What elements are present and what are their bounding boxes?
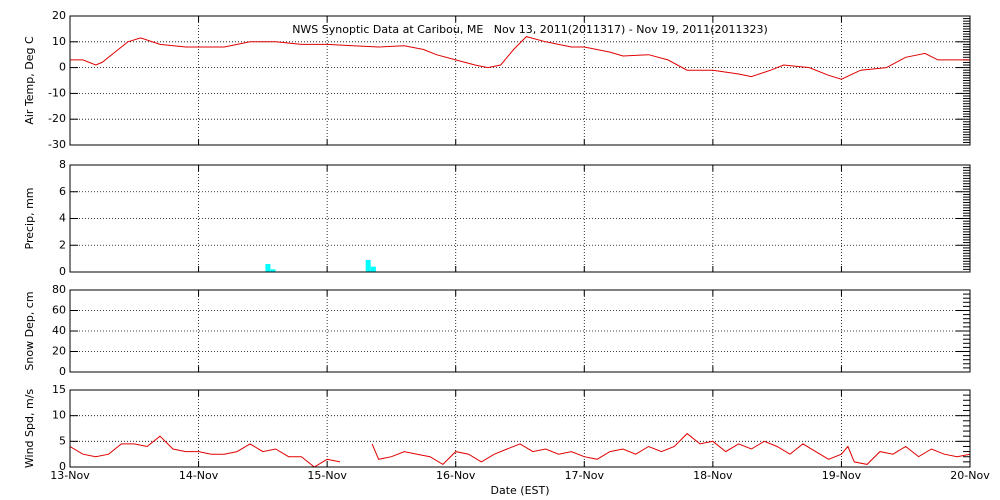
bar [370, 266, 376, 272]
x-axis-label: Date (EST) [490, 484, 549, 497]
x-tick-label: 14-Nov [179, 469, 219, 482]
y-axis-label: Precip, mm [23, 188, 36, 250]
y-tick-label: 15 [52, 383, 66, 396]
y-tick-label: 20 [52, 9, 66, 22]
y-axis-label: Air Temp, Deg C [23, 36, 36, 125]
data-line [70, 36, 970, 80]
x-tick-label: 16-Nov [436, 469, 476, 482]
y-tick-label: 10 [52, 35, 66, 48]
x-tick-label: 13-Nov [50, 469, 90, 482]
plot-frame [69, 164, 971, 273]
y-tick-label: 0 [59, 61, 66, 74]
y-tick-label: 5 [59, 434, 66, 447]
y-tick-label: 80 [52, 283, 66, 296]
y-tick-label: -20 [48, 112, 66, 125]
y-axis-label: Wind Spd, m/s [23, 389, 36, 469]
y-tick-label: 60 [52, 304, 66, 317]
plot-frame [69, 15, 971, 146]
bar [265, 263, 271, 272]
y-tick-label: 40 [52, 324, 66, 337]
y-tick-label: 0 [59, 460, 66, 473]
y-tick-label: 4 [59, 212, 66, 225]
y-axis-label: Snow Dep, cm [23, 291, 36, 370]
y-tick-label: 0 [59, 365, 66, 378]
data-line [70, 432, 970, 467]
y-tick-label: 0 [59, 265, 66, 278]
bar [270, 269, 276, 272]
y-tick-label: 2 [59, 238, 66, 251]
bar [365, 259, 371, 272]
y-tick-label: -30 [48, 138, 66, 151]
x-tick-label: 18-Nov [693, 469, 733, 482]
x-tick-label: 15-Nov [307, 469, 347, 482]
x-tick-label: 17-Nov [565, 469, 605, 482]
y-tick-label: 20 [52, 345, 66, 358]
x-tick-label: 20-Nov [950, 469, 990, 482]
y-tick-label: -10 [48, 86, 66, 99]
plot-frame [69, 289, 971, 373]
chart-title: NWS Synoptic Data at Caribou, ME Nov 13,… [292, 23, 768, 36]
plot-frame [69, 389, 971, 468]
y-tick-label: 8 [59, 158, 66, 171]
y-tick-label: 6 [59, 185, 66, 198]
y-tick-label: 10 [52, 409, 66, 422]
x-tick-label: 19-Nov [822, 469, 862, 482]
